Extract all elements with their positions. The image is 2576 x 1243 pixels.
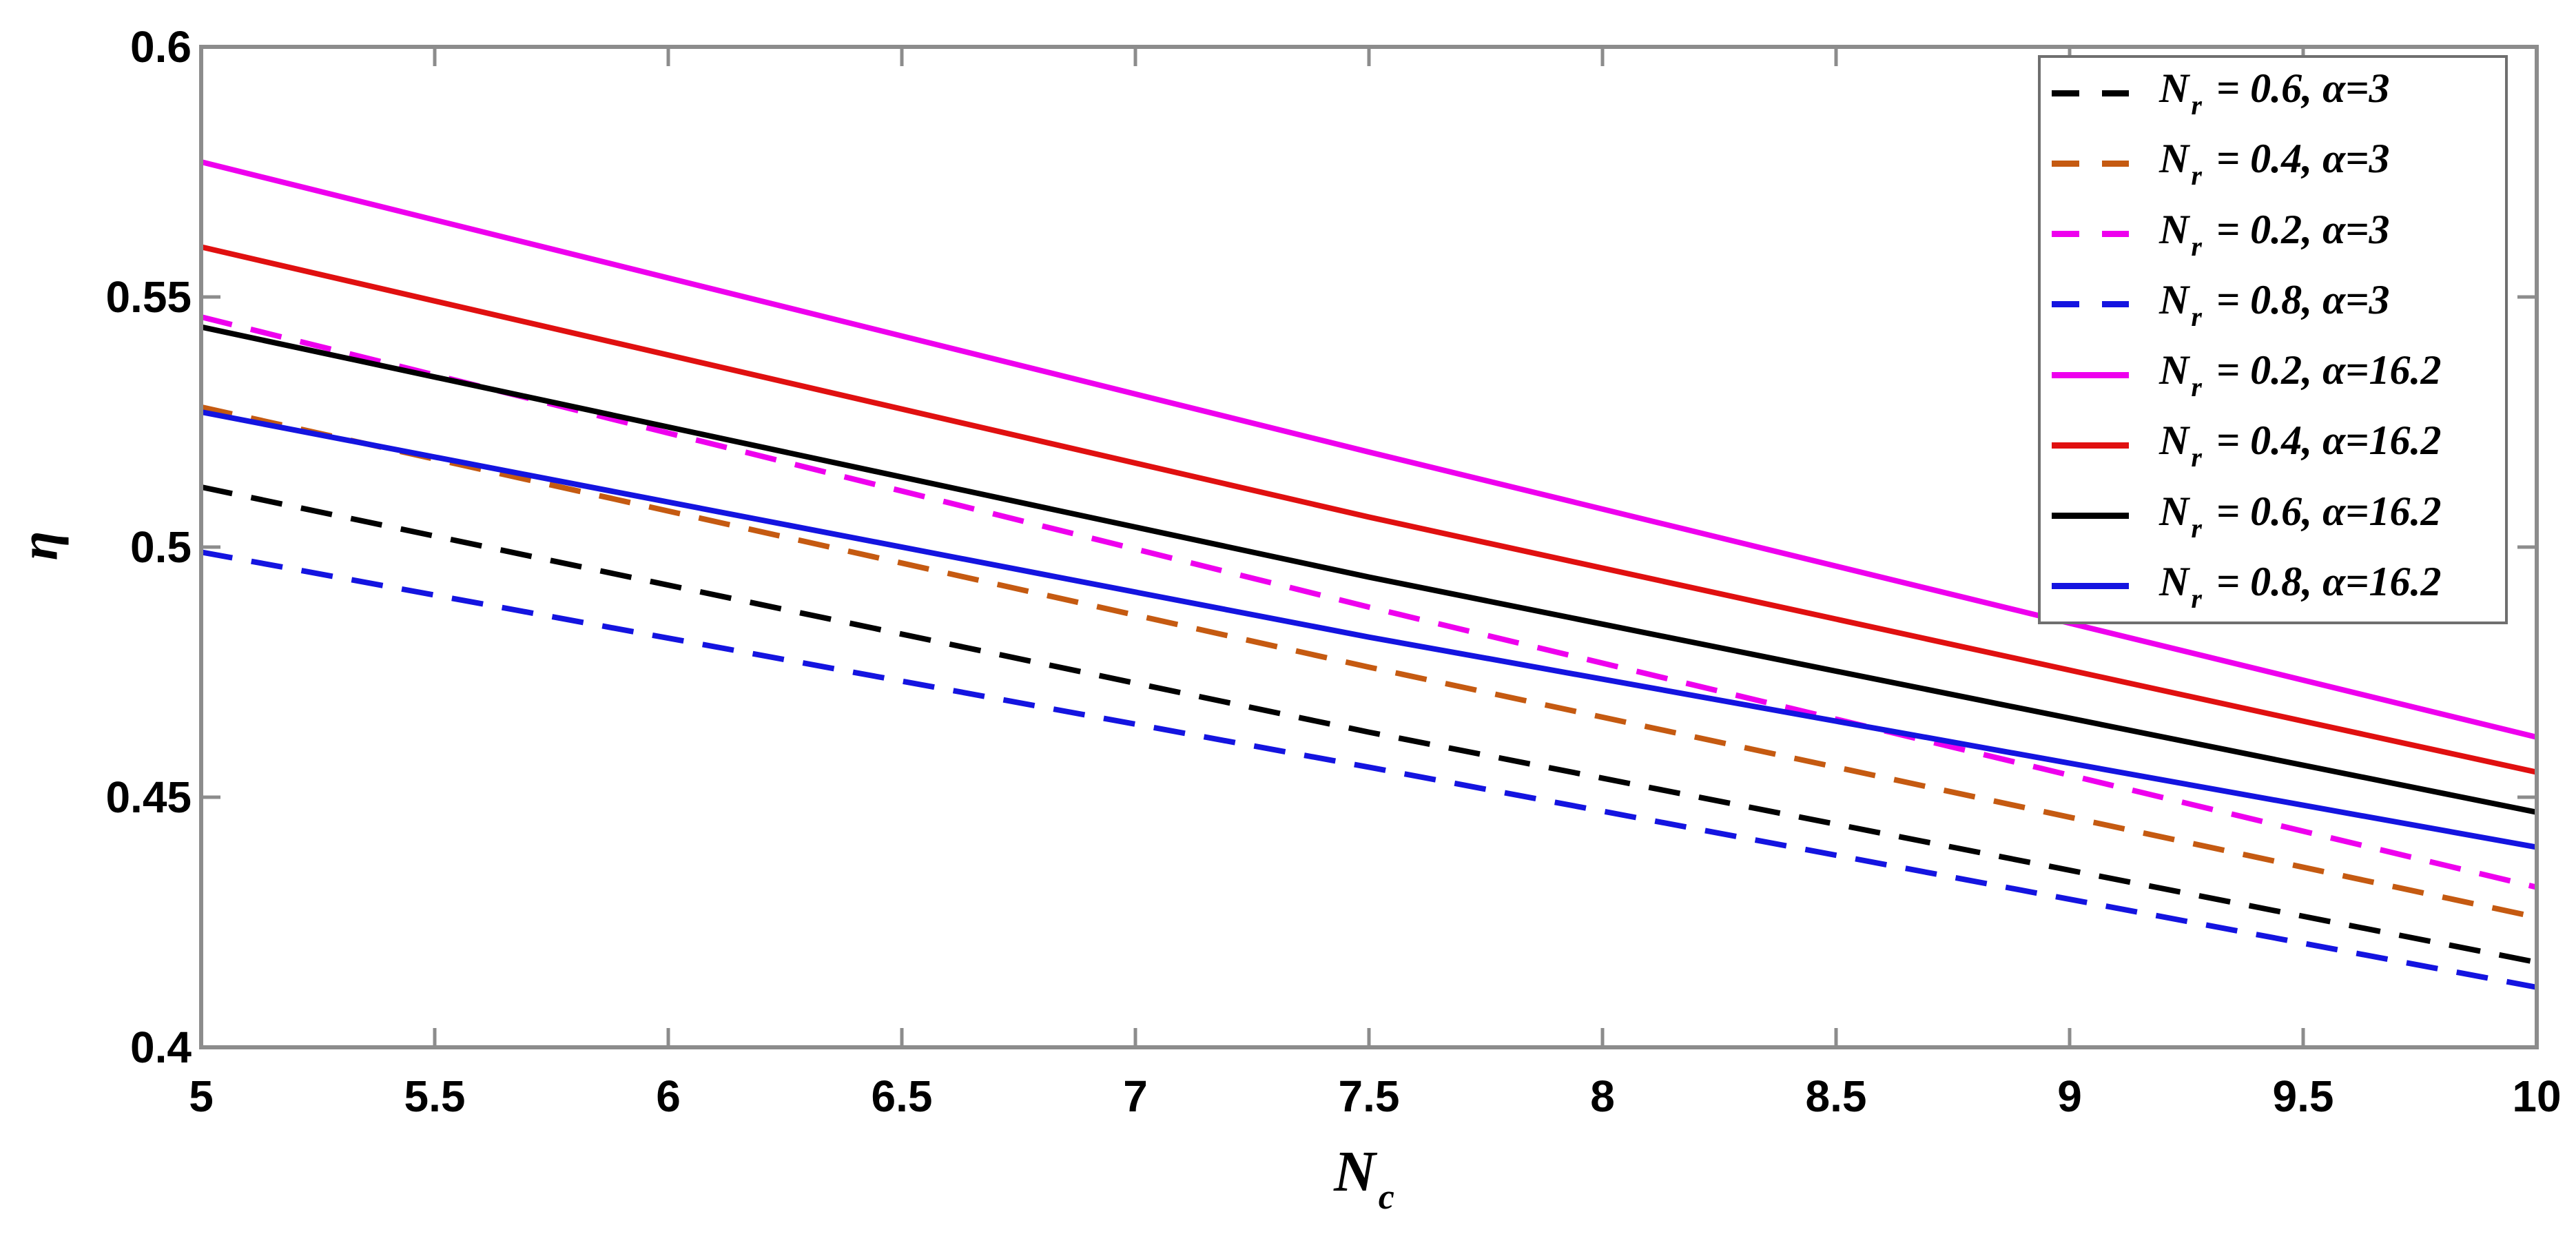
y-tick-label: 0.5 [130, 522, 192, 572]
legend-line-sample [2052, 90, 2129, 96]
series-line-5 [200, 244, 2537, 775]
legend-item-label: Nr = 0.2, α=16.2 [2159, 347, 2442, 403]
y-tick-label: 0.45 [105, 772, 192, 822]
series-line-3 [200, 549, 2537, 990]
legend-symbol-sub: r [2191, 230, 2202, 262]
x-tick-label: 8 [1590, 1071, 1615, 1121]
x-tick-label: 7 [1123, 1071, 1148, 1121]
legend-symbol-base: N [2159, 276, 2189, 322]
x-tick-label: 7.5 [1338, 1071, 1400, 1121]
legend-label-rest: = 0.8, α=3 [2205, 276, 2390, 322]
legend-label-rest: = 0.4, α=16.2 [2205, 418, 2442, 464]
x-axis-label-sub: c [1378, 1178, 1394, 1217]
legend-symbol-sub: r [2191, 512, 2202, 544]
legend-symbol-sub: r [2191, 442, 2202, 473]
x-tick-label: 6 [656, 1071, 681, 1121]
legend-label-rest: = 0.2, α=16.2 [2205, 347, 2442, 393]
legend-label-rest: = 0.6, α=3 [2205, 65, 2390, 112]
legend-item: Nr = 0.2, α=16.2 [2041, 340, 2505, 409]
legend-line-sample [2052, 160, 2129, 167]
legend-symbol-base: N [2159, 65, 2189, 112]
x-tick-label: 9.5 [2272, 1071, 2334, 1121]
legend-line-sample [2052, 231, 2129, 238]
legend-symbol-sub: r [2191, 582, 2202, 614]
legend-item: Nr = 0.6, α=3 [2041, 59, 2505, 127]
legend-item: Nr = 0.2, α=3 [2041, 200, 2505, 269]
legend-item-label: Nr = 0.4, α=16.2 [2159, 417, 2442, 473]
series-line-2 [200, 314, 2537, 890]
x-axis-label: Nc [1261, 1138, 1467, 1218]
series-line-7 [200, 409, 2537, 850]
legend-item: Nr = 0.4, α=3 [2041, 129, 2505, 198]
legend-symbol-sub: r [2191, 371, 2202, 403]
legend-item-label: Nr = 0.2, α=3 [2159, 206, 2390, 263]
legend-item-label: Nr = 0.8, α=16.2 [2159, 558, 2442, 615]
series-line-0 [200, 484, 2537, 965]
legend-label-rest: = 0.2, α=3 [2205, 206, 2390, 252]
legend-symbol-sub: r [2191, 90, 2202, 121]
legend-label-rest: = 0.4, α=3 [2205, 136, 2390, 182]
legend-item-label: Nr = 0.6, α=16.2 [2159, 488, 2442, 544]
x-tick-label: 5 [189, 1071, 214, 1121]
legend-line-sample [2052, 301, 2129, 308]
y-tick-label: 0.55 [105, 272, 192, 322]
legend-item-label: Nr = 0.4, α=3 [2159, 135, 2390, 192]
legend-line-sample [2052, 442, 2129, 449]
legend-item: Nr = 0.4, α=16.2 [2041, 411, 2505, 480]
legend: Nr = 0.6, α=3 Nr = 0.4, α=3 Nr = 0.2, α=… [2038, 55, 2508, 624]
legend-symbol-base: N [2159, 488, 2189, 534]
x-tick-label: 8.5 [1805, 1071, 1867, 1121]
legend-label-rest: = 0.8, α=16.2 [2205, 558, 2442, 604]
series-line-4 [200, 159, 2537, 740]
legend-line-sample [2052, 513, 2129, 520]
legend-symbol-base: N [2159, 136, 2189, 182]
legend-item: Nr = 0.6, α=16.2 [2041, 482, 2505, 551]
legend-line-sample [2052, 371, 2129, 378]
y-tick-label: 0.4 [130, 1023, 192, 1072]
legend-item: Nr = 0.8, α=3 [2041, 270, 2505, 339]
legend-label-rest: = 0.6, α=16.2 [2205, 488, 2442, 534]
series-line-1 [200, 404, 2537, 921]
legend-symbol-sub: r [2191, 300, 2202, 332]
legend-item: Nr = 0.8, α=16.2 [2041, 552, 2505, 621]
x-tick-label: 9 [2057, 1071, 2082, 1121]
legend-line-sample [2052, 583, 2129, 590]
x-tick-label: 10 [2512, 1071, 2562, 1121]
legend-item-label: Nr = 0.8, α=3 [2159, 276, 2390, 333]
series-line-6 [200, 324, 2537, 815]
y-tick-label: 0.6 [130, 22, 192, 72]
x-axis-label-base: N [1334, 1140, 1376, 1204]
legend-symbol-base: N [2159, 418, 2189, 464]
legend-symbol-base: N [2159, 558, 2189, 604]
legend-symbol-sub: r [2191, 160, 2202, 192]
x-tick-label: 5.5 [404, 1071, 466, 1121]
x-tick-label: 6.5 [871, 1071, 933, 1121]
legend-item-label: Nr = 0.6, α=3 [2159, 65, 2390, 121]
legend-symbol-base: N [2159, 347, 2189, 393]
legend-symbol-base: N [2159, 206, 2189, 252]
